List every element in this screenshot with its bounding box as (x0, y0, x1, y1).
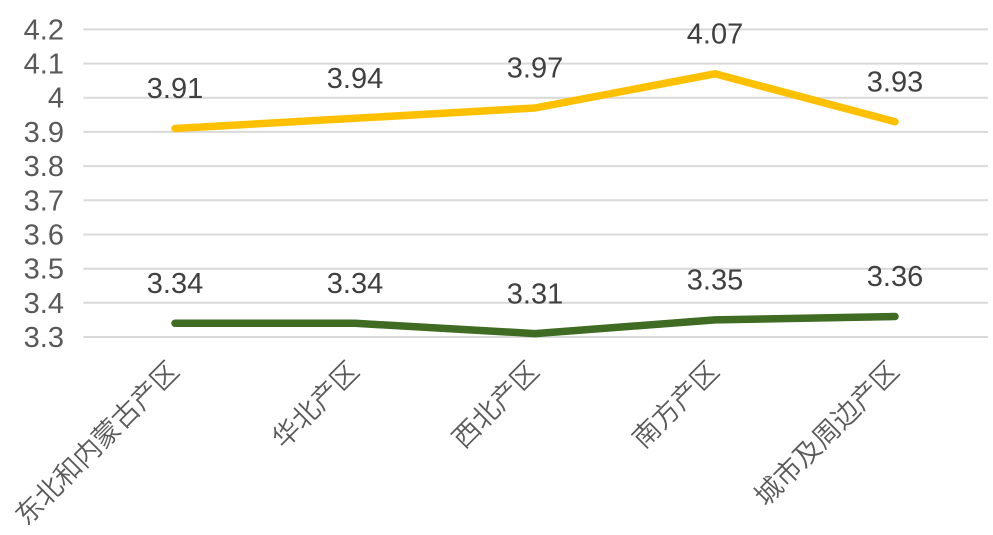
svg-text:4.2: 4.2 (24, 14, 64, 46)
svg-text:3.36: 3.36 (867, 261, 923, 293)
svg-text:3.9: 3.9 (24, 117, 64, 149)
svg-text:3.94: 3.94 (327, 63, 383, 95)
svg-text:4.07: 4.07 (687, 19, 743, 51)
svg-text:3.4: 3.4 (24, 288, 64, 320)
svg-text:3.31: 3.31 (507, 278, 563, 310)
svg-text:3.93: 3.93 (867, 66, 923, 98)
svg-text:3.6: 3.6 (24, 220, 64, 252)
svg-text:4.1: 4.1 (24, 49, 64, 81)
svg-text:3.7: 3.7 (24, 185, 64, 217)
svg-text:3.5: 3.5 (24, 254, 64, 286)
svg-text:3.8: 3.8 (24, 151, 64, 183)
svg-text:3.35: 3.35 (687, 265, 743, 297)
svg-text:3.3: 3.3 (24, 322, 64, 354)
svg-text:3.34: 3.34 (147, 268, 203, 300)
svg-text:3.97: 3.97 (507, 53, 563, 85)
svg-text:3.91: 3.91 (147, 73, 203, 105)
svg-text:3.34: 3.34 (327, 268, 383, 300)
svg-text:4: 4 (48, 83, 64, 115)
